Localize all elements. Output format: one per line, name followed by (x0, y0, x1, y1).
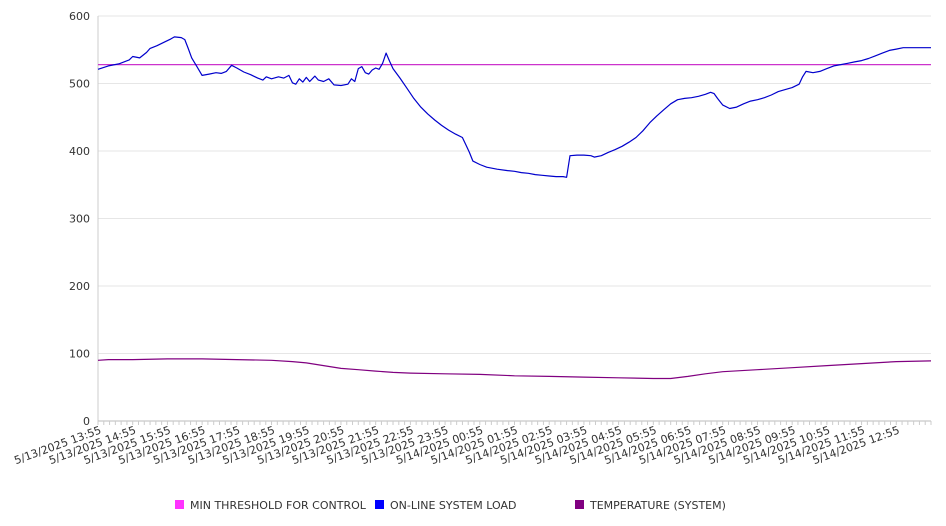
y-tick-label: 500 (69, 78, 90, 91)
legend-label: ON-LINE SYSTEM LOAD (390, 499, 516, 512)
series-line-2 (97, 358, 932, 380)
y-tick-label: 300 (69, 213, 90, 226)
legend: MIN THRESHOLD FOR CONTROL ON-LINE SYSTEM … (175, 499, 726, 512)
legend-label: TEMPERATURE (SYSTEM) (589, 499, 726, 512)
x-tick-labels: 5/13/2025 13:555/13/2025 14:555/13/2025 … (12, 424, 901, 468)
series-line-1 (97, 36, 931, 178)
y-tick-label: 100 (69, 348, 90, 361)
legend-swatch (375, 500, 384, 509)
series-lines (97, 36, 932, 380)
legend-swatch (175, 500, 184, 509)
y-tick-label: 200 (69, 280, 90, 293)
gridlines (98, 15, 931, 354)
y-tick-labels: 0 100 200 300 400 500 600 (69, 10, 90, 428)
y-tick-label: 600 (69, 10, 90, 23)
axes (97, 16, 932, 425)
legend-swatch (575, 500, 584, 509)
y-tick-label: 0 (83, 415, 90, 428)
legend-label: MIN THRESHOLD FOR CONTROL (190, 499, 367, 512)
y-tick-label: 400 (69, 145, 90, 158)
